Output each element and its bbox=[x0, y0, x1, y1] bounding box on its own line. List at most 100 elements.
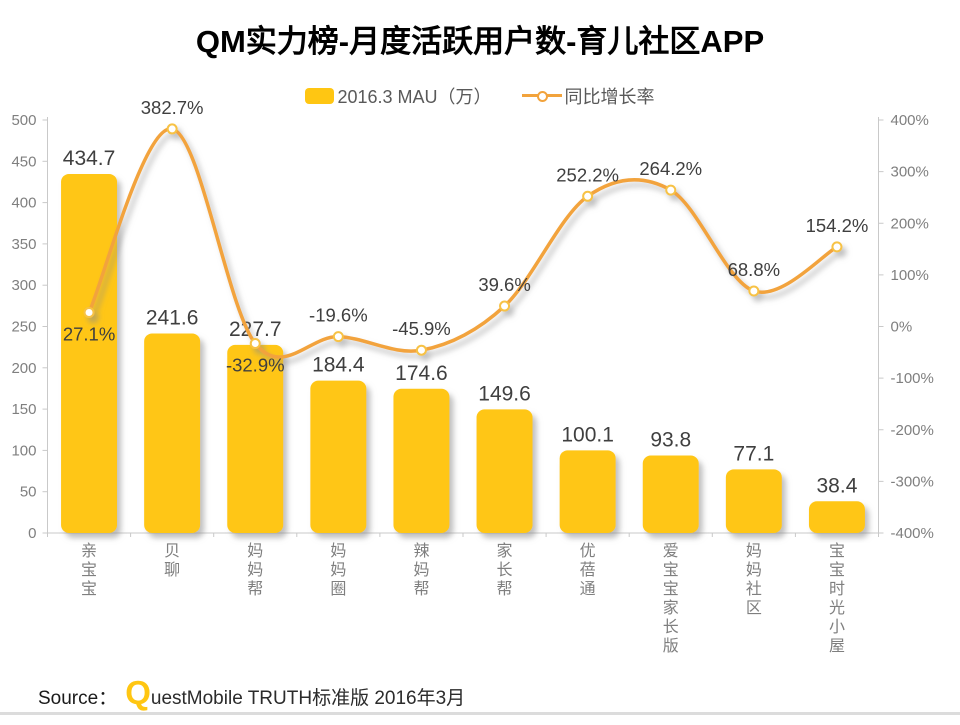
left-axis-tick-label: 0 bbox=[28, 525, 36, 542]
left-axis-tick-label: 250 bbox=[11, 319, 36, 336]
bar-value-label: 434.7 bbox=[63, 147, 116, 170]
source-text: uestMobile TRUTH标准版 2016年3月 bbox=[150, 688, 466, 709]
bar bbox=[642, 455, 699, 533]
left-axis-tick-label: 300 bbox=[11, 277, 36, 294]
line-marker bbox=[582, 190, 594, 202]
legend-label-mau: 2016.3 MAU（万） bbox=[337, 87, 492, 107]
line-series-swatch-icon bbox=[521, 91, 562, 102]
growth-point-label: 27.1% bbox=[63, 324, 115, 345]
bar bbox=[61, 173, 118, 533]
left-axis-tick-label: 200 bbox=[11, 360, 36, 377]
growth-point-label: 39.6% bbox=[478, 274, 530, 295]
category-label-char: 妈 bbox=[746, 542, 762, 560]
bar-value-label: 149.6 bbox=[478, 382, 531, 405]
category-label-char: 辣 bbox=[413, 542, 429, 560]
bar-value-label: 241.6 bbox=[146, 306, 199, 329]
bar bbox=[808, 501, 865, 533]
right-axis-tick-label: -300% bbox=[891, 473, 934, 490]
growth-point-label: 382.7% bbox=[141, 97, 204, 118]
category-label-char: 社 bbox=[746, 580, 762, 598]
left-axis-tick-label: 150 bbox=[11, 401, 36, 418]
bar-value-label: 184.4 bbox=[312, 354, 365, 377]
bar bbox=[725, 469, 782, 533]
category-label-char: 屋 bbox=[829, 638, 845, 655]
bar-series-swatch-icon bbox=[305, 88, 335, 104]
left-axis-tick-label: 100 bbox=[11, 442, 36, 459]
line-marker bbox=[499, 300, 511, 312]
right-axis-tick-label: 200% bbox=[891, 215, 929, 232]
left-axis-tick-label: 50 bbox=[20, 484, 37, 501]
category-label-char: 妈 bbox=[330, 561, 346, 579]
category-label-char: 宝 bbox=[829, 542, 845, 560]
bar bbox=[476, 409, 533, 533]
legend-item-growth: 同比增长率 bbox=[521, 83, 655, 109]
questmobile-logo-icon: Q bbox=[125, 674, 151, 711]
category-label-char: 贝 bbox=[164, 543, 180, 560]
category-label-char: 妈 bbox=[746, 561, 762, 579]
category-label-char: 通 bbox=[580, 580, 596, 598]
growth-line bbox=[87, 127, 838, 359]
right-axis-tick-label: -100% bbox=[891, 370, 934, 387]
right-axis-tick-label: 300% bbox=[891, 164, 929, 181]
category-label-char: 妈 bbox=[330, 542, 346, 560]
line-marker bbox=[748, 285, 760, 297]
right-axis-tick-label: -200% bbox=[891, 422, 934, 439]
category-label-char: 时 bbox=[829, 580, 845, 598]
category-label-char: 长 bbox=[663, 618, 679, 636]
bar bbox=[227, 344, 284, 533]
bar-value-label: 38.4 bbox=[817, 474, 858, 497]
line-marker bbox=[831, 241, 843, 253]
category-label-char: 优 bbox=[580, 542, 596, 560]
category-label-char: 光 bbox=[829, 599, 845, 617]
growth-line-group bbox=[83, 123, 843, 359]
bar bbox=[144, 333, 201, 533]
category-label-char: 宝 bbox=[81, 580, 97, 598]
right-axis-tick-label: 400% bbox=[891, 112, 929, 129]
category-label-char: 亲 bbox=[81, 542, 97, 560]
bar bbox=[310, 380, 367, 533]
growth-point-label: -32.9% bbox=[226, 354, 285, 375]
chart-title: QM实力榜-月度活跃用户数-育儿社区APP bbox=[195, 24, 765, 59]
category-label-char: 爱 bbox=[663, 542, 679, 560]
legend-item-mau: 2016.3 MAU（万） bbox=[305, 83, 492, 109]
category-label-char: 宝 bbox=[829, 561, 845, 579]
category-label-char: 妈 bbox=[247, 561, 263, 579]
growth-point-label: 252.2% bbox=[556, 164, 619, 185]
left-axis-tick-label: 500 bbox=[11, 112, 36, 129]
line-marker bbox=[332, 331, 344, 343]
legend: 2016.3 MAU（万） 同比增长率 bbox=[0, 83, 960, 109]
category-label-char: 帮 bbox=[413, 580, 429, 598]
bar bbox=[393, 388, 450, 533]
category-label-char: 妈 bbox=[413, 561, 429, 579]
line-marker bbox=[249, 337, 261, 349]
category-label-char: 长 bbox=[497, 561, 513, 579]
category-label-char: 帮 bbox=[247, 580, 263, 598]
category-label-char: 宝 bbox=[663, 580, 679, 598]
left-axis-tick-label: 450 bbox=[11, 153, 36, 170]
line-marker bbox=[665, 184, 677, 196]
category-label-char: 聊 bbox=[164, 561, 180, 579]
category-label-char: 小 bbox=[829, 618, 845, 636]
category-label-char: 宝 bbox=[81, 561, 97, 579]
category-label-char: 家 bbox=[663, 599, 679, 617]
right-axis-tick-label: 0% bbox=[891, 319, 913, 336]
line-marker bbox=[166, 123, 178, 135]
growth-point-label: 154.2% bbox=[806, 215, 869, 236]
bar-value-label: 77.1 bbox=[733, 442, 774, 465]
category-label-char: 版 bbox=[663, 637, 679, 655]
source-label: Source： bbox=[38, 688, 118, 709]
category-label-char: 帮 bbox=[497, 580, 513, 598]
growth-point-label: 264.2% bbox=[639, 158, 702, 179]
line-marker bbox=[83, 307, 95, 319]
bar bbox=[559, 450, 616, 533]
category-label-char: 圈 bbox=[330, 580, 346, 598]
growth-point-label: -19.6% bbox=[309, 305, 368, 326]
line-marker bbox=[415, 344, 427, 356]
left-axis-tick-label: 350 bbox=[11, 236, 36, 253]
category-label-char: 宝 bbox=[663, 561, 679, 579]
bar-value-label: 227.7 bbox=[229, 318, 282, 341]
bottom-divider bbox=[0, 712, 960, 715]
